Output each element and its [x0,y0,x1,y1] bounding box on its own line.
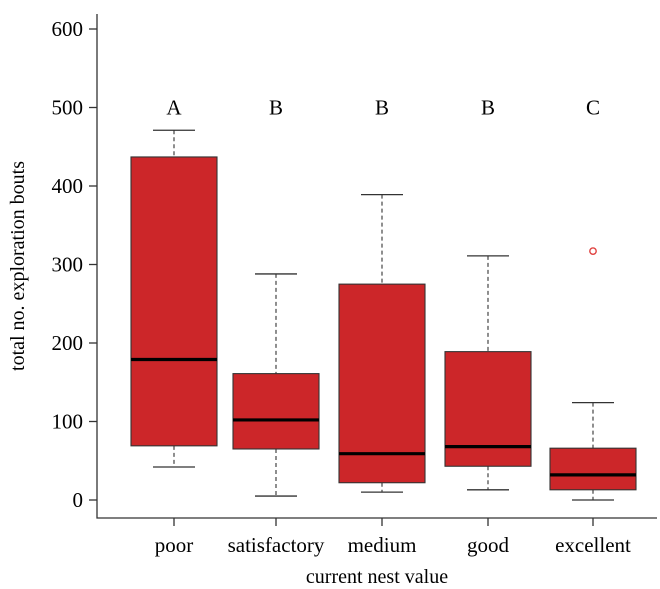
plot-frame-left-bottom [96,14,657,519]
group-letter-good: B [481,96,495,120]
x-tick-label-poor: poor [155,533,194,557]
group-letter-medium: B [375,96,389,120]
y-tick-label-600: 600 [52,17,84,41]
box-group-excellent [549,247,637,501]
iqr-box [549,447,637,491]
box-group-medium [338,193,426,493]
boxes [130,129,637,501]
outlier-point-0 [589,247,597,256]
group-letter-satisfactory: B [269,96,283,120]
axes [96,14,657,519]
y-tick-label-0: 0 [73,488,84,512]
iqr-box [130,156,218,447]
box-group-satisfactory [232,273,320,497]
y-axis-ticks: 0 100 200 300 400 500 600 [52,17,97,512]
group-letter-poor: A [166,96,182,120]
y-tick-label-500: 500 [52,96,84,120]
box-group-poor [130,129,218,468]
box-group-good [444,255,532,491]
y-axis-title: total no. exploration bouts [7,161,29,371]
x-axis-ticks: poor satisfactory medium good excellent [155,518,631,557]
x-tick-label-good: good [467,533,510,557]
group-letter-excellent: C [586,96,600,120]
x-tick-label-satisfactory: satisfactory [228,533,325,557]
y-tick-label-200: 200 [52,331,84,355]
y-tick-label-400: 400 [52,174,84,198]
x-axis-title: current nest value [306,566,448,588]
iqr-box [232,373,320,450]
iqr-box [444,351,532,467]
y-tick-label-300: 300 [52,253,84,277]
x-tick-label-medium: medium [348,533,417,557]
y-tick-label-100: 100 [52,410,84,434]
x-tick-label-excellent: excellent [555,533,631,557]
iqr-box [338,283,426,484]
